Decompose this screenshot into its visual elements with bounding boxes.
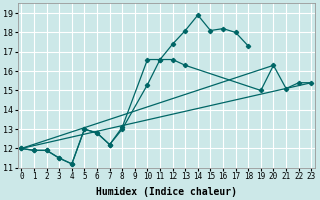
X-axis label: Humidex (Indice chaleur): Humidex (Indice chaleur) (96, 186, 237, 197)
